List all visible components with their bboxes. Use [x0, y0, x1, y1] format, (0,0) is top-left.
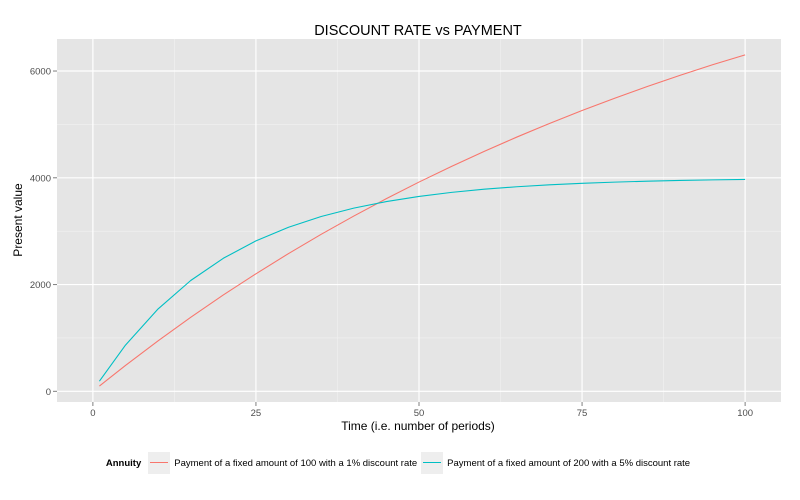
x-tick-label: 75 — [577, 408, 588, 419]
legend-key-series-2 — [421, 452, 444, 474]
y-tick-label: 2000 — [30, 280, 51, 291]
legend: Annuity Payment of a fixed amount of 100… — [0, 450, 800, 476]
x-axis-title: Time (i.e. number of periods) — [341, 419, 495, 433]
y-axis: 0 2000 4000 6000 — [30, 67, 57, 398]
x-axis: 0 25 50 75 100 — [90, 402, 753, 419]
x-tick-label: 25 — [251, 408, 262, 419]
legend-title: Annuity — [105, 457, 142, 469]
y-tick-label: 4000 — [30, 173, 51, 184]
chart-title: DISCOUNT RATE vs PAYMENT — [314, 23, 522, 39]
legend-key-series-1 — [148, 452, 171, 474]
x-tick-label: 50 — [414, 408, 425, 419]
y-axis-title: Present value — [11, 183, 25, 257]
series-line-2 — [98, 178, 746, 382]
y-tick-label: 6000 — [30, 67, 51, 78]
x-tick-label: 0 — [90, 408, 95, 419]
series-lines — [98, 54, 746, 387]
legend-item-series-1: Payment of a fixed amount of 100 with a … — [148, 452, 417, 474]
series-line-1 — [99, 54, 746, 387]
major-gridlines — [57, 39, 781, 402]
legend-item-series-2: Payment of a fixed amount of 200 with a … — [421, 452, 690, 474]
legend-label-series-1: Payment of a fixed amount of 100 with a … — [174, 457, 418, 469]
legend-label-series-2: Payment of a fixed amount of 200 with a … — [447, 457, 691, 469]
y-tick-label: 0 — [46, 387, 51, 398]
x-tick-label: 100 — [737, 408, 753, 419]
